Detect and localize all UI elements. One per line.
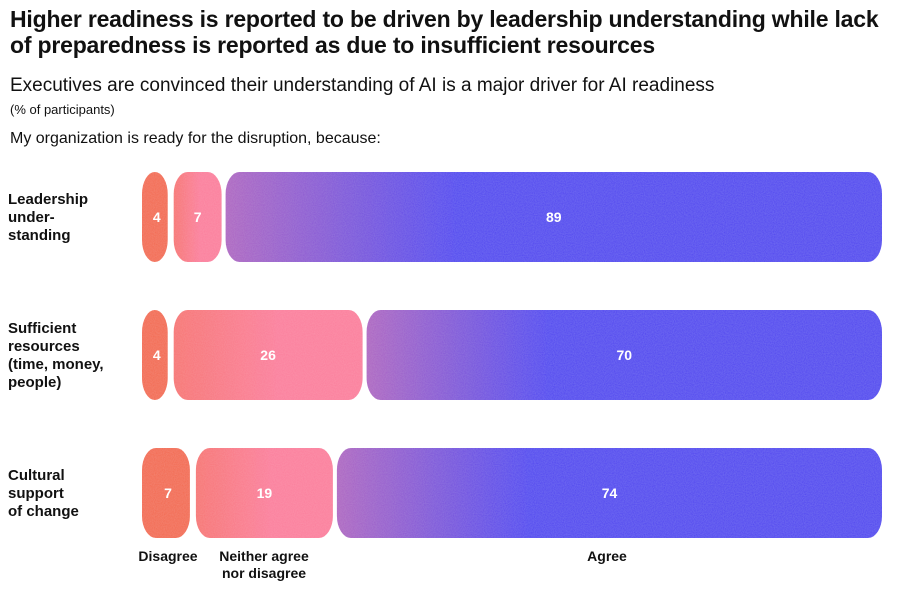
bar-neither [195, 448, 333, 538]
value-label: 26 [260, 347, 276, 363]
legend-neither: Neither agree nor disagree [219, 548, 309, 581]
bar-neither [173, 172, 222, 262]
bar-neither [173, 310, 363, 400]
row-label: Cultural support of change [8, 467, 79, 520]
value-label: 89 [546, 209, 562, 225]
value-label: 70 [617, 347, 633, 363]
unit-note: (% of participants) [10, 102, 115, 117]
bar-disagree [142, 310, 168, 400]
value-label: 4 [153, 347, 161, 363]
bar-disagree [142, 448, 190, 538]
bar-agree [366, 310, 883, 400]
row-label: Sufficient resources (time, money, people) [8, 320, 104, 391]
chart-subtitle: Executives are convinced their understan… [10, 75, 715, 96]
bar-agree [336, 448, 882, 538]
value-label: 7 [164, 485, 172, 501]
value-label: 74 [602, 485, 618, 501]
value-label: 19 [257, 485, 273, 501]
survey-question: My organization is ready for the disrupt… [10, 130, 381, 147]
value-label: 7 [194, 209, 202, 225]
legend-agree: Agree [587, 548, 627, 564]
row-label: Leadership under-standing [8, 191, 88, 244]
bar-agree [225, 172, 883, 262]
legend-disagree: Disagree [138, 548, 197, 564]
value-label: 4 [153, 209, 161, 225]
bar-disagree [142, 172, 168, 262]
headline: Higher readiness is reported to be drive… [10, 6, 879, 58]
